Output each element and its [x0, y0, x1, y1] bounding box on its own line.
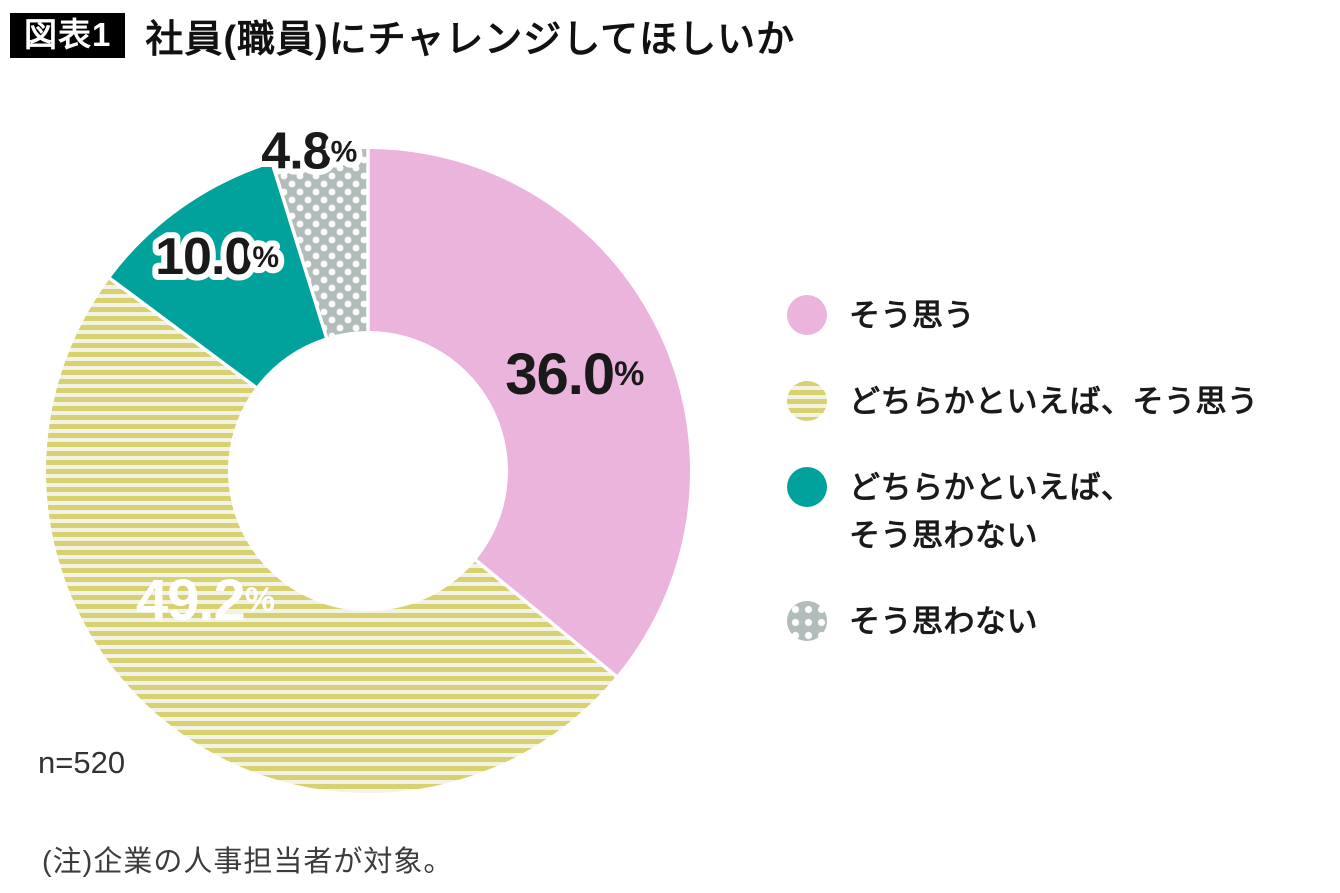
segment-separator: [473, 558, 618, 679]
segment-separator: [108, 276, 258, 390]
legend-label-agree: そう思う: [849, 298, 975, 333]
donut-segment-1: [368, 149, 690, 677]
segment-separator: [270, 162, 329, 339]
segment-value-label-4: 4.8%: [261, 122, 356, 180]
legend-swatch-agree: [787, 295, 827, 335]
footnote: (注)企業の人事担当者が対象。: [42, 846, 454, 878]
legend-item-somewhat-agree: どちらかといえば、そう思う: [787, 378, 1259, 426]
legend-label-somewhat-disagree: どちらかといえば、 そう思わない: [849, 470, 1133, 554]
segment-value-label-1: 36.0%: [505, 341, 644, 406]
figure-header: 図表1 社員(職員)にチャレンジしてほしいか: [10, 8, 795, 63]
donut-chart: 36.0%49.2%10.0%4.8%: [45, 116, 690, 794]
donut-segment-3: [109, 163, 327, 388]
legend-swatch-disagree: [787, 601, 827, 642]
figure-title: 社員(職員)にチャレンジしてほしいか: [145, 19, 796, 61]
segment-value-label-2: 49.2%: [136, 568, 275, 633]
legend-label-somewhat-agree: どちらかといえば、そう思う: [849, 384, 1259, 420]
donut-segment-2: [45, 278, 617, 794]
legend-swatch-somewhat-disagree: [787, 467, 827, 508]
sample-size-label: n=520: [38, 745, 126, 780]
legend-item-agree: そう思う: [787, 292, 1259, 340]
chart-legend: そう思う どちらかといえば、そう思う どちらかといえば、 そう思わない そう思わ…: [787, 292, 1259, 646]
legend-swatch-somewhat-agree: [787, 381, 827, 422]
donut-segment-4: [272, 149, 368, 338]
figure-badge: 図表1: [10, 13, 126, 58]
legend-label-disagree: そう思わない: [849, 604, 1038, 640]
legend-item-disagree: そう思わない: [787, 598, 1259, 646]
donut-chart-area: 36.0% 49.2% 10.0% 4.8% n=520: [0, 100, 720, 840]
legend-item-somewhat-disagree: どちらかといえば、 そう思わない: [787, 464, 1259, 560]
